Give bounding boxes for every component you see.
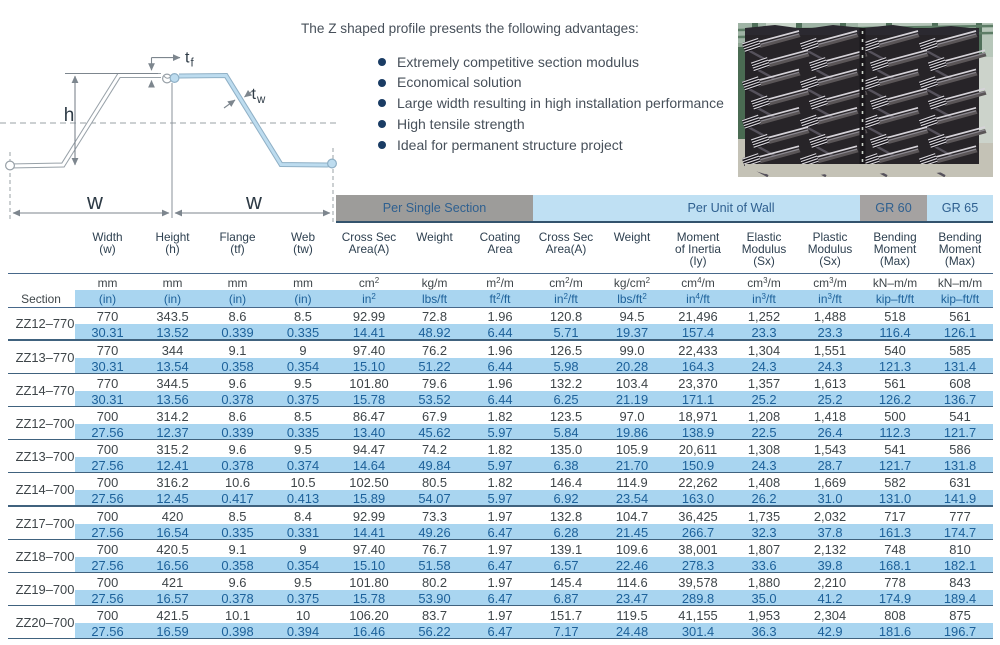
svg-text:t: t [185, 50, 190, 67]
svg-text:t: t [252, 86, 257, 103]
svg-text:h: h [64, 105, 75, 126]
svg-text:w: w [245, 189, 262, 214]
svg-text:f: f [191, 58, 195, 70]
svg-text:w: w [86, 189, 103, 214]
svg-text:w: w [256, 94, 266, 106]
